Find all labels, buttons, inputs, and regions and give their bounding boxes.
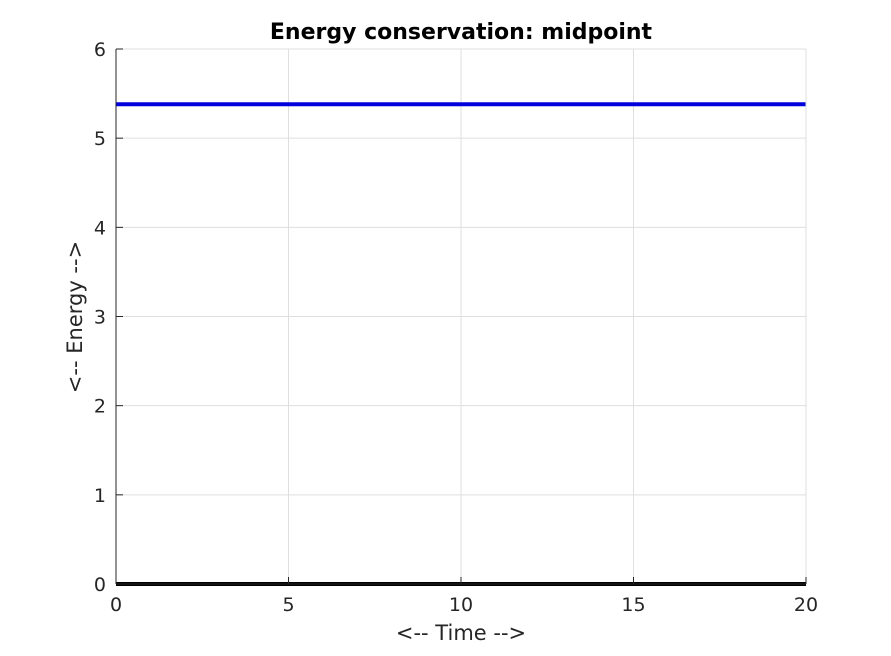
chart-title: Energy conservation: midpoint: [270, 20, 653, 45]
grid-lines: [116, 49, 806, 584]
x-tick-label-3: 15: [621, 594, 645, 616]
y-axis-label: <-- Energy -->: [63, 241, 87, 393]
y-tick-label-5: 5: [94, 128, 106, 150]
y-tick-label-6: 6: [94, 39, 106, 61]
x-tick-label-0: 0: [110, 594, 122, 616]
y-axis-ticks: 0 1 2 3 4 5 6: [94, 39, 123, 596]
x-tick-label-1: 5: [282, 594, 294, 616]
y-tick-label-4: 4: [94, 217, 106, 239]
y-tick-label-0: 0: [94, 574, 106, 596]
y-tick-label-1: 1: [94, 485, 106, 507]
y-tick-label-2: 2: [94, 396, 106, 418]
x-tick-label-2: 10: [449, 594, 473, 616]
x-axis-label: <-- Time -->: [396, 621, 526, 645]
x-axis-ticks: 0 5 10 15 20: [110, 577, 818, 616]
y-tick-label-3: 3: [94, 307, 106, 329]
x-tick-label-4: 20: [794, 594, 818, 616]
